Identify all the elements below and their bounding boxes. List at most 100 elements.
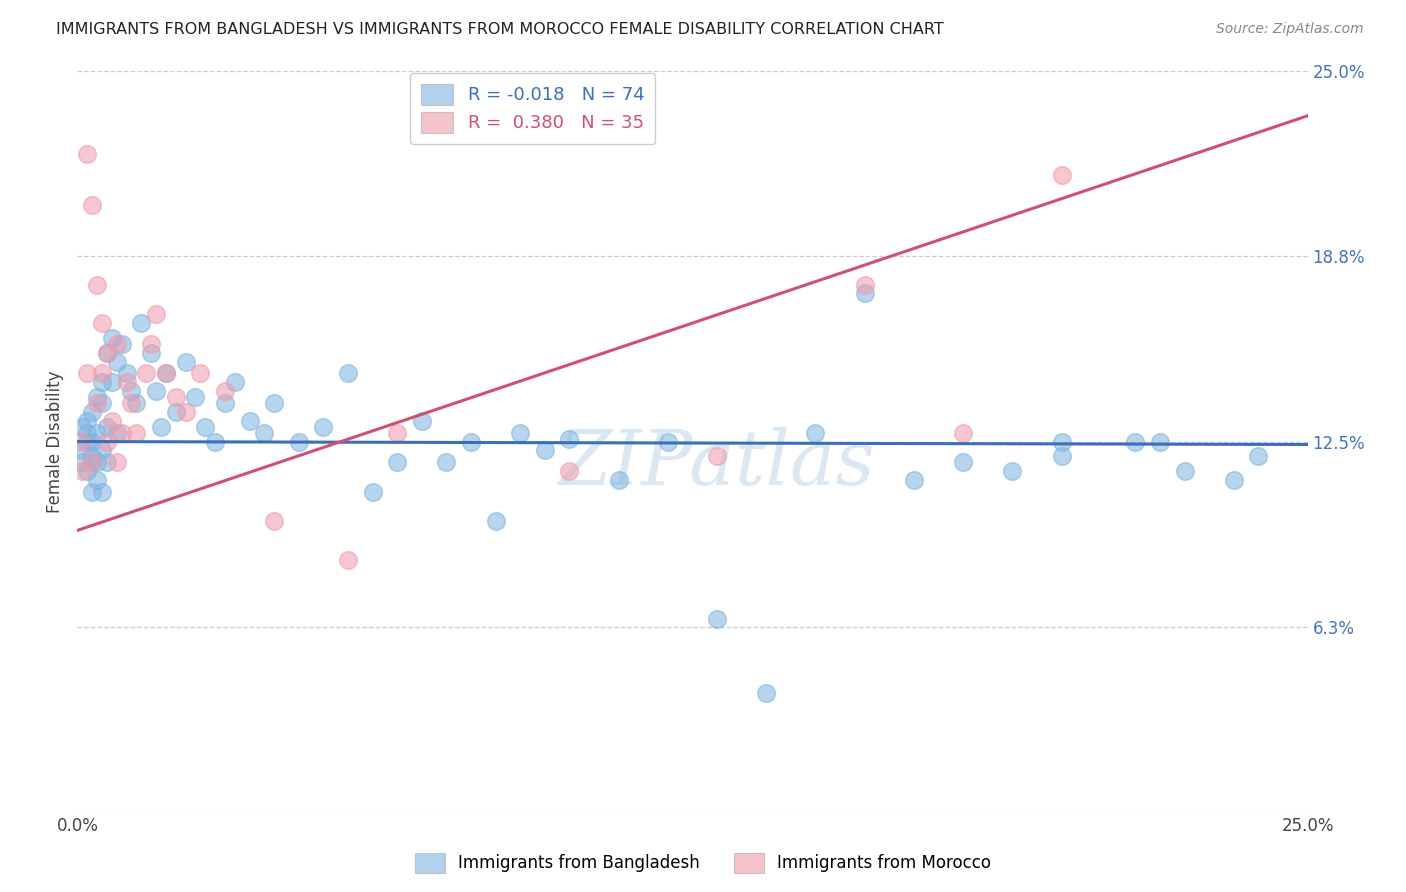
Point [188, 367, 212, 381]
Point [125, 396, 148, 410]
Text: ZIPatlas: ZIPatlas [558, 426, 876, 500]
Point [558, 432, 581, 446]
Point [111, 336, 132, 351]
Point [86, 473, 108, 487]
Point [150, 419, 173, 434]
Point [952, 455, 974, 469]
Point [135, 367, 157, 381]
Point [174, 405, 197, 419]
Point [436, 455, 458, 469]
Point [111, 425, 132, 440]
Point [90, 396, 114, 410]
Point [105, 354, 128, 368]
Point [155, 367, 177, 381]
Point [86, 390, 108, 404]
Point [76, 147, 98, 161]
Point [86, 455, 108, 469]
Point [657, 434, 679, 449]
Point [853, 277, 876, 292]
Point [96, 434, 118, 449]
Point [86, 425, 108, 440]
Point [115, 376, 138, 390]
Point [70, 464, 93, 478]
Point [82, 434, 104, 449]
Point [125, 425, 148, 440]
Point [558, 464, 581, 478]
Point [853, 286, 876, 301]
Point [607, 473, 630, 487]
Point [105, 336, 128, 351]
Point [96, 345, 118, 359]
Point [165, 405, 187, 419]
Point [141, 336, 163, 351]
Point [184, 390, 207, 404]
Point [82, 455, 104, 469]
Legend: Immigrants from Bangladesh, Immigrants from Morocco: Immigrants from Bangladesh, Immigrants f… [409, 847, 997, 880]
Point [101, 376, 124, 390]
Text: IMMIGRANTS FROM BANGLADESH VS IMMIGRANTS FROM MOROCCO FEMALE DISABILITY CORRELAT: IMMIGRANTS FROM BANGLADESH VS IMMIGRANTS… [56, 22, 943, 37]
Point [253, 425, 276, 440]
Point [385, 425, 409, 440]
Point [70, 419, 93, 434]
Point [1149, 434, 1171, 449]
Point [755, 686, 778, 700]
Point [76, 464, 98, 478]
Point [96, 455, 118, 469]
Legend: R = -0.018   N = 74, R =  0.380   N = 35: R = -0.018 N = 74, R = 0.380 N = 35 [409, 73, 655, 144]
Point [121, 384, 143, 399]
Point [706, 612, 728, 626]
Text: Source: ZipAtlas.com: Source: ZipAtlas.com [1216, 22, 1364, 37]
Point [214, 384, 236, 399]
Point [155, 367, 177, 381]
Point [224, 376, 246, 390]
Point [214, 396, 236, 410]
Point [1125, 434, 1147, 449]
Point [82, 484, 104, 499]
Y-axis label: Female Disability: Female Disability [46, 370, 65, 513]
Point [141, 345, 163, 359]
Point [82, 450, 104, 464]
Point [129, 316, 153, 330]
Point [1050, 168, 1073, 182]
Point [82, 197, 104, 211]
Point [361, 484, 384, 499]
Point [105, 455, 128, 469]
Point [337, 553, 360, 567]
Point [165, 390, 187, 404]
Point [1223, 473, 1246, 487]
Point [96, 345, 118, 359]
Point [288, 434, 311, 449]
Point [312, 419, 335, 434]
Point [105, 425, 128, 440]
Point [76, 367, 98, 381]
Point [263, 396, 285, 410]
Point [1050, 434, 1073, 449]
Point [239, 414, 262, 428]
Point [101, 414, 124, 428]
Point [509, 425, 531, 440]
Point [174, 354, 197, 368]
Point [90, 443, 114, 458]
Point [411, 414, 433, 428]
Point [194, 419, 217, 434]
Point [804, 425, 827, 440]
Point [70, 455, 93, 469]
Point [82, 405, 104, 419]
Point [534, 443, 557, 458]
Point [70, 434, 93, 449]
Point [86, 277, 108, 292]
Point [115, 367, 138, 381]
Point [101, 331, 124, 345]
Point [706, 450, 728, 464]
Point [385, 455, 409, 469]
Point [90, 316, 114, 330]
Point [204, 434, 226, 449]
Point [70, 443, 93, 458]
Point [90, 484, 114, 499]
Point [952, 425, 974, 440]
Point [1050, 450, 1073, 464]
Point [121, 396, 143, 410]
Point [90, 376, 114, 390]
Point [96, 419, 118, 434]
Point [903, 473, 925, 487]
